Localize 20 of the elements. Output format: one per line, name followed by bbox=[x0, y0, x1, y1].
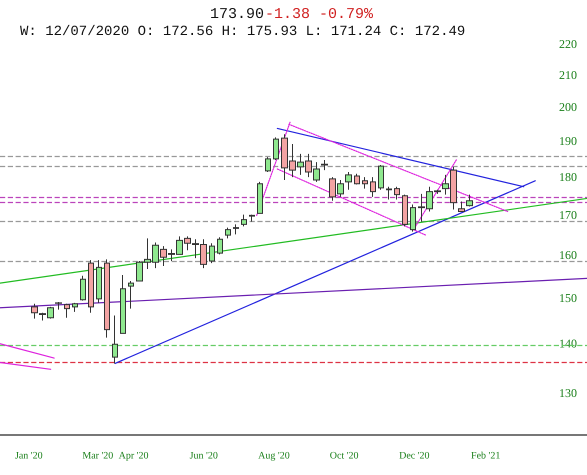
y-tick-label: 200 bbox=[559, 100, 577, 114]
y-tick-label: 210 bbox=[559, 68, 577, 82]
x-tick-label: Feb '21 bbox=[471, 450, 500, 462]
x-tick-label: Apr '20 bbox=[118, 450, 148, 462]
text: W: 12/07/2020 O: 172.56 H: 175.93 L: 171.24 C: 172.49 bbox=[20, 24, 466, 40]
y-tick-label: 170 bbox=[559, 208, 577, 222]
x-tick-label: Aug '20 bbox=[258, 450, 290, 462]
y-tick-label: 180 bbox=[559, 170, 577, 184]
y-tick-label: 150 bbox=[559, 290, 577, 305]
x-tick-label: Mar '20 bbox=[82, 450, 114, 462]
x-tick-label: Jun '20 bbox=[190, 450, 218, 462]
text: 173.90 bbox=[210, 6, 264, 23]
y-tick-label: 190 bbox=[559, 134, 577, 148]
x-tick-label: Jan '20 bbox=[14, 450, 43, 462]
text: -1.38 -0.79% bbox=[265, 6, 374, 23]
y-tick-label: 220 bbox=[559, 37, 577, 51]
y-tick-label: 130 bbox=[559, 386, 577, 400]
x-tick-label: Oct '20 bbox=[330, 450, 359, 462]
x-tick-label: Dec '20 bbox=[399, 450, 430, 462]
y-tick-label: 160 bbox=[559, 248, 577, 262]
